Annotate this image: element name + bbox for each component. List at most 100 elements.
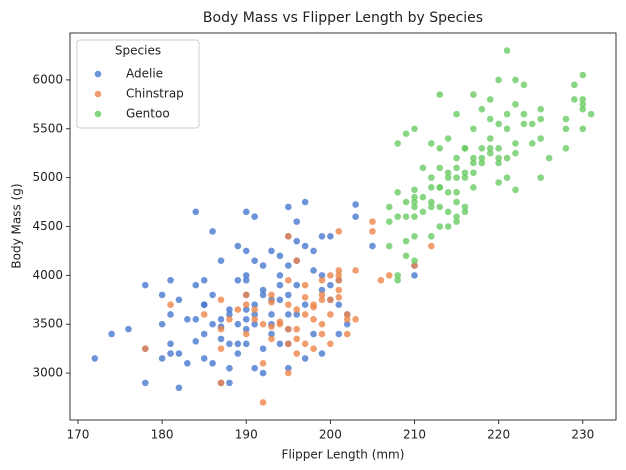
point xyxy=(226,306,233,313)
point xyxy=(293,325,301,333)
point xyxy=(200,355,208,362)
point xyxy=(285,340,292,348)
point xyxy=(285,276,292,284)
point xyxy=(268,335,275,343)
point xyxy=(268,311,275,318)
point xyxy=(385,218,393,225)
point xyxy=(293,350,301,357)
point xyxy=(276,252,284,260)
x-tick-label: 210 xyxy=(403,428,426,442)
point xyxy=(251,213,258,221)
point xyxy=(411,232,418,240)
legend-label: Chinstrap xyxy=(126,87,184,101)
point xyxy=(512,140,519,147)
point xyxy=(436,164,444,172)
point xyxy=(436,203,444,211)
point xyxy=(520,120,528,128)
point xyxy=(503,174,511,181)
point xyxy=(528,120,536,128)
point xyxy=(285,301,292,308)
point xyxy=(242,306,250,313)
x-tick-label: 190 xyxy=(235,428,258,442)
point xyxy=(470,184,477,191)
x-tick-label: 220 xyxy=(487,428,510,442)
point xyxy=(226,316,233,323)
point xyxy=(301,198,309,206)
point xyxy=(209,291,216,299)
point xyxy=(394,140,401,147)
point xyxy=(352,316,359,323)
point xyxy=(108,330,115,338)
point xyxy=(251,306,258,313)
point xyxy=(495,179,502,186)
point xyxy=(276,296,284,304)
point xyxy=(268,298,275,306)
point xyxy=(419,193,427,201)
point xyxy=(411,213,418,221)
x-tick-label: 200 xyxy=(319,428,342,442)
y-tick-label: 4500 xyxy=(32,219,63,233)
point xyxy=(251,316,258,323)
point xyxy=(562,115,570,123)
point xyxy=(301,242,309,250)
point xyxy=(335,330,343,338)
point xyxy=(293,335,301,343)
point xyxy=(242,272,250,279)
point xyxy=(285,262,292,269)
x-tick-label: 180 xyxy=(151,428,174,442)
point xyxy=(503,125,511,133)
point xyxy=(428,242,435,250)
point xyxy=(217,296,225,304)
point xyxy=(579,101,587,108)
point xyxy=(419,208,427,216)
point xyxy=(444,169,452,177)
y-axis-label: Body Mass (g) xyxy=(10,183,24,268)
point xyxy=(310,316,317,323)
point xyxy=(200,276,208,284)
point xyxy=(301,294,309,301)
legend-marker xyxy=(94,70,102,78)
point xyxy=(242,247,250,255)
point xyxy=(394,213,401,221)
point xyxy=(402,213,410,221)
point xyxy=(318,291,326,299)
point xyxy=(175,384,183,392)
point xyxy=(428,174,435,181)
point xyxy=(343,311,351,318)
point xyxy=(167,276,174,284)
point xyxy=(318,330,326,338)
point xyxy=(520,81,528,89)
point xyxy=(293,218,301,225)
point xyxy=(461,169,469,177)
point xyxy=(226,340,233,348)
point xyxy=(259,262,267,269)
point xyxy=(343,316,351,323)
point xyxy=(478,145,486,152)
point xyxy=(242,291,250,299)
point xyxy=(285,203,292,211)
legend-label: Gentoo xyxy=(126,107,170,121)
point xyxy=(184,316,191,323)
point xyxy=(310,345,317,352)
point xyxy=(192,281,200,289)
point xyxy=(234,340,242,348)
point xyxy=(276,320,284,328)
point xyxy=(327,281,334,289)
point xyxy=(453,188,460,196)
point xyxy=(343,320,351,328)
point xyxy=(394,272,401,279)
point xyxy=(520,110,528,118)
point xyxy=(486,96,494,103)
point xyxy=(234,320,242,328)
point xyxy=(512,186,519,194)
point xyxy=(335,228,343,235)
point xyxy=(217,316,225,323)
point xyxy=(486,115,494,123)
point xyxy=(242,208,250,216)
point xyxy=(411,262,418,269)
point xyxy=(209,360,216,367)
point xyxy=(293,311,301,318)
x-tick-label: 230 xyxy=(571,428,594,442)
point xyxy=(259,399,267,406)
point xyxy=(352,267,359,274)
